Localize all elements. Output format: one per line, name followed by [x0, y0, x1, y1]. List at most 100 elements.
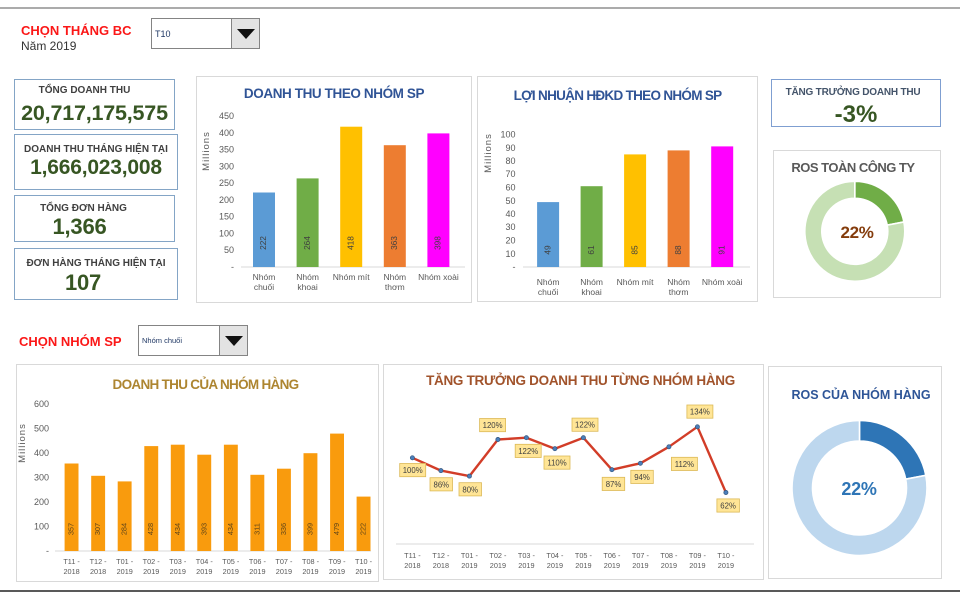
svg-text:120%: 120%	[483, 421, 503, 430]
svg-text:2018: 2018	[90, 567, 106, 576]
svg-text:T10 -: T10 -	[355, 557, 373, 566]
svg-text:thơm: thơm	[669, 287, 689, 297]
svg-text:2019: 2019	[276, 567, 292, 576]
svg-text:thơm: thơm	[385, 282, 405, 292]
svg-text:399: 399	[305, 523, 314, 535]
svg-text:T05 -: T05 -	[222, 557, 240, 566]
svg-text:450: 450	[219, 111, 234, 121]
svg-text:150: 150	[219, 212, 234, 222]
svg-text:200: 200	[219, 195, 234, 205]
svg-text:chuối: chuối	[254, 282, 274, 292]
svg-text:Nhóm xoài: Nhóm xoài	[418, 272, 459, 282]
svg-text:600: 600	[34, 399, 49, 409]
svg-text:49: 49	[542, 245, 552, 255]
svg-text:2019: 2019	[170, 567, 186, 576]
svg-text:300: 300	[34, 473, 49, 483]
svg-text:T07 -: T07 -	[275, 557, 293, 566]
svg-text:T10 -: T10 -	[717, 551, 735, 560]
svg-text:2019: 2019	[329, 567, 345, 576]
svg-text:434: 434	[173, 523, 182, 535]
svg-text:2019: 2019	[223, 567, 239, 576]
svg-text:T04 -: T04 -	[546, 551, 564, 560]
svg-text:50: 50	[224, 245, 234, 255]
svg-text:2018: 2018	[63, 567, 79, 576]
svg-text:222: 222	[258, 236, 268, 250]
svg-text:2019: 2019	[689, 561, 705, 570]
svg-text:2019: 2019	[661, 561, 677, 570]
svg-text:2019: 2019	[302, 567, 318, 576]
svg-text:T07 -: T07 -	[632, 551, 650, 560]
svg-text:500: 500	[34, 424, 49, 434]
svg-text:400: 400	[219, 128, 234, 138]
svg-text:2019: 2019	[575, 561, 591, 570]
svg-text:2019: 2019	[355, 567, 371, 576]
svg-text:10: 10	[505, 249, 515, 259]
svg-text:2019: 2019	[490, 561, 506, 570]
svg-text:-: -	[231, 262, 234, 272]
svg-text:-: -	[46, 546, 49, 556]
svg-text:T11 -: T11 -	[404, 551, 421, 560]
svg-text:T06 -: T06 -	[249, 557, 267, 566]
svg-text:T06 -: T06 -	[603, 551, 621, 560]
svg-text:284: 284	[120, 523, 129, 535]
svg-text:Millions: Millions	[17, 423, 28, 463]
svg-text:363: 363	[389, 236, 399, 250]
svg-text:479: 479	[332, 523, 341, 535]
svg-text:80: 80	[505, 156, 515, 166]
svg-text:307: 307	[93, 523, 102, 535]
svg-text:30: 30	[505, 222, 515, 232]
svg-text:300: 300	[219, 161, 234, 171]
svg-text:2018: 2018	[404, 561, 420, 570]
svg-text:85: 85	[629, 245, 639, 255]
svg-text:62%: 62%	[720, 502, 736, 511]
svg-text:khoai: khoai	[297, 282, 317, 292]
svg-text:2019: 2019	[518, 561, 534, 570]
svg-text:T09 -: T09 -	[689, 551, 707, 560]
svg-text:T05 -: T05 -	[575, 551, 593, 560]
svg-text:60: 60	[505, 183, 515, 193]
svg-text:-: -	[513, 262, 516, 272]
svg-text:T02 -: T02 -	[143, 557, 161, 566]
svg-text:T02 -: T02 -	[489, 551, 507, 560]
svg-text:357: 357	[67, 523, 76, 535]
svg-text:400: 400	[34, 448, 49, 458]
svg-text:250: 250	[219, 178, 234, 188]
svg-text:T12 -: T12 -	[90, 557, 108, 566]
svg-text:80%: 80%	[462, 485, 478, 494]
svg-text:2019: 2019	[117, 567, 133, 576]
svg-text:T01 -: T01 -	[116, 557, 134, 566]
svg-text:2018: 2018	[433, 561, 449, 570]
svg-text:100%: 100%	[403, 466, 423, 475]
svg-text:264: 264	[302, 236, 312, 250]
svg-text:61: 61	[586, 245, 596, 255]
svg-text:393: 393	[199, 523, 208, 535]
svg-text:100: 100	[34, 522, 49, 532]
svg-text:T11 -: T11 -	[63, 557, 80, 566]
svg-text:122%: 122%	[575, 421, 595, 430]
svg-text:20: 20	[505, 236, 515, 246]
svg-text:T09 -: T09 -	[328, 557, 346, 566]
svg-text:2019: 2019	[632, 561, 648, 570]
svg-text:chuối: chuối	[538, 287, 558, 297]
svg-text:91: 91	[716, 245, 726, 255]
svg-text:2019: 2019	[547, 561, 563, 570]
svg-text:428: 428	[146, 523, 155, 535]
svg-text:Nhóm xoài: Nhóm xoài	[702, 277, 743, 287]
svg-text:398: 398	[433, 236, 443, 250]
svg-text:T01 -: T01 -	[461, 551, 479, 560]
svg-text:94%: 94%	[634, 473, 650, 482]
svg-text:112%: 112%	[675, 460, 694, 469]
svg-text:50: 50	[505, 196, 515, 206]
svg-text:T08 -: T08 -	[302, 557, 320, 566]
svg-text:336: 336	[279, 523, 288, 535]
svg-text:200: 200	[34, 497, 49, 507]
svg-text:Nhóm: Nhóm	[667, 277, 690, 287]
svg-text:T03 -: T03 -	[169, 557, 187, 566]
svg-text:350: 350	[219, 145, 234, 155]
svg-text:Nhóm mít: Nhóm mít	[617, 277, 654, 287]
svg-text:40: 40	[505, 209, 515, 219]
svg-text:100: 100	[219, 228, 234, 238]
svg-text:418: 418	[345, 236, 355, 250]
svg-text:2019: 2019	[604, 561, 620, 570]
svg-text:Nhóm: Nhóm	[253, 272, 276, 282]
